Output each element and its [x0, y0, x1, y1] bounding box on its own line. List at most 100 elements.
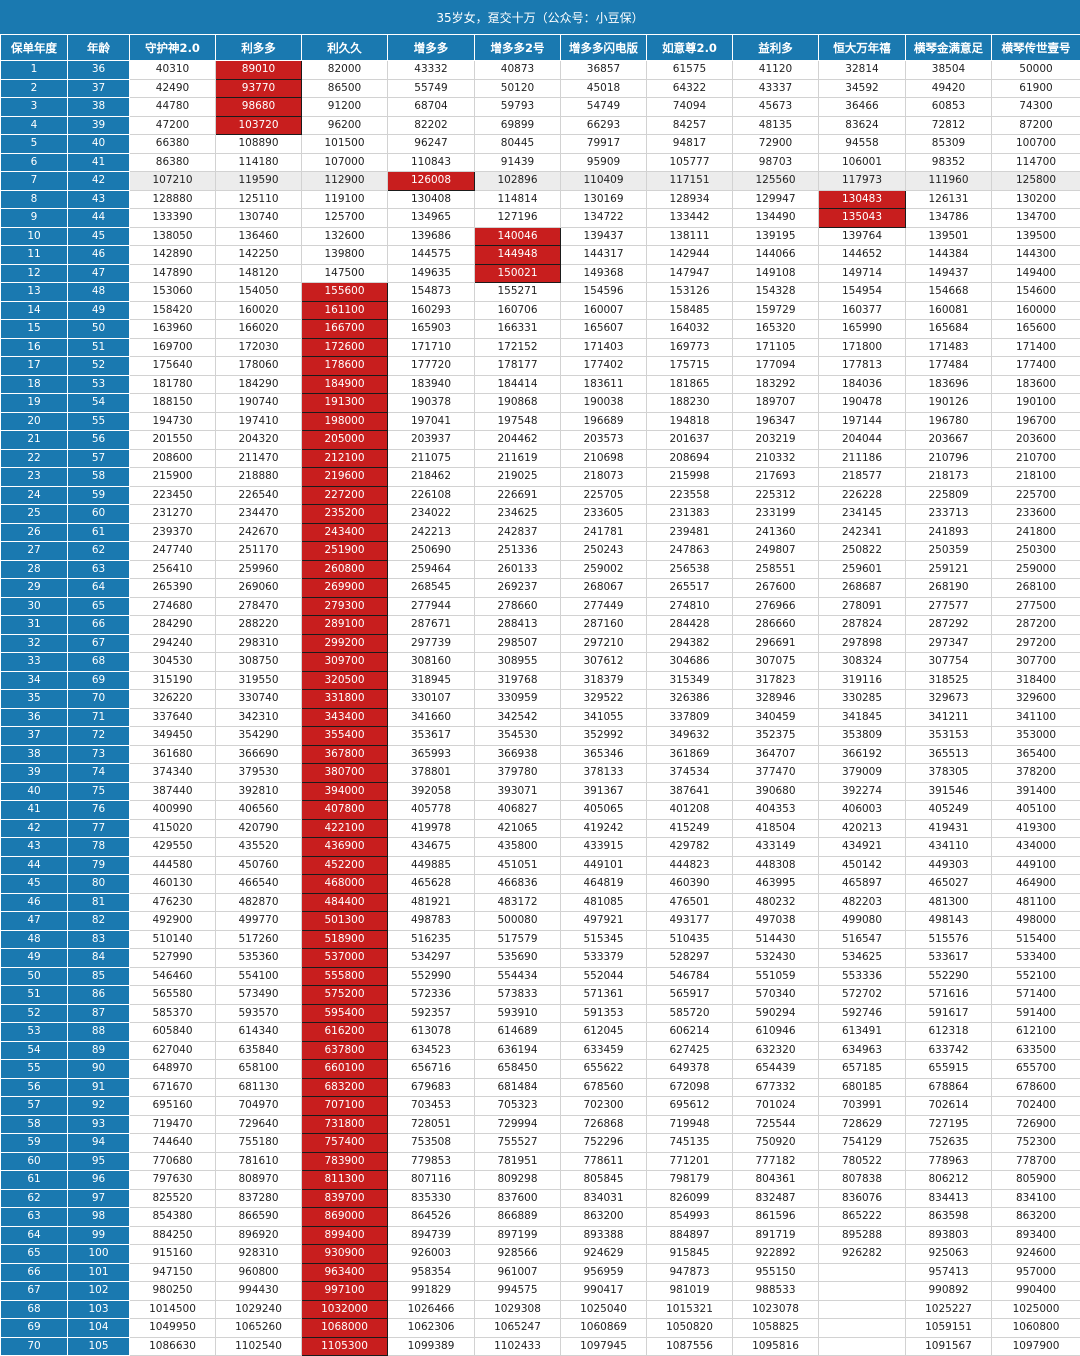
value-cell: 160000: [992, 301, 1080, 320]
value-cell: 154600: [992, 283, 1080, 302]
policy-year-cell: 34: [1, 671, 68, 690]
column-header: 横琴传世壹号: [992, 35, 1080, 61]
value-cell: 884250: [130, 1226, 216, 1245]
highlighted-value-cell: 243400: [302, 523, 388, 542]
value-cell: 434921: [819, 838, 906, 857]
age-cell: 55: [68, 412, 130, 431]
policy-year-cell: 33: [1, 653, 68, 672]
value-cell: 379530: [216, 764, 302, 783]
value-cell: 307700: [992, 653, 1080, 672]
value-cell: 516235: [388, 930, 475, 949]
value-cell: 365346: [561, 745, 647, 764]
value-cell: [819, 1282, 906, 1301]
value-cell: 166020: [216, 320, 302, 339]
value-cell: 40873: [475, 61, 561, 80]
value-cell: 183611: [561, 375, 647, 394]
value-cell: 365400: [992, 745, 1080, 764]
highlighted-value-cell: 269900: [302, 579, 388, 598]
value-cell: 483172: [475, 893, 561, 912]
age-cell: 62: [68, 542, 130, 561]
value-cell: 533379: [561, 949, 647, 968]
age-cell: 100: [68, 1245, 130, 1264]
value-cell: 139195: [733, 227, 819, 246]
value-cell: 593910: [475, 1004, 561, 1023]
value-cell: 226108: [388, 486, 475, 505]
value-cell: 727195: [906, 1115, 992, 1134]
value-cell: 85309: [906, 135, 992, 154]
value-cell: 203573: [561, 431, 647, 450]
value-cell: 54749: [561, 98, 647, 117]
value-cell: 378305: [906, 764, 992, 783]
value-cell: 165607: [561, 320, 647, 339]
value-cell: 655700: [992, 1060, 1080, 1079]
value-cell: 247863: [647, 542, 733, 561]
value-cell: 592357: [388, 1004, 475, 1023]
value-cell: 922892: [733, 1245, 819, 1264]
value-cell: 126131: [906, 190, 992, 209]
value-cell: 527990: [130, 949, 216, 968]
value-cell: 534625: [819, 949, 906, 968]
value-cell: 961007: [475, 1263, 561, 1282]
value-cell: 797630: [130, 1171, 216, 1190]
value-cell: 204462: [475, 431, 561, 450]
value-cell: 834100: [992, 1189, 1080, 1208]
value-cell: 535360: [216, 949, 302, 968]
highlighted-value-cell: 309700: [302, 653, 388, 672]
age-cell: 103: [68, 1300, 130, 1319]
value-cell: 392810: [216, 782, 302, 801]
value-cell: 672098: [647, 1078, 733, 1097]
value-cell: 196347: [733, 412, 819, 431]
highlighted-value-cell: 537000: [302, 949, 388, 968]
policy-year-cell: 18: [1, 375, 68, 394]
value-cell: 633459: [561, 1041, 647, 1060]
value-cell: 891719: [733, 1226, 819, 1245]
age-cell: 98: [68, 1208, 130, 1227]
policy-year-cell: 37: [1, 727, 68, 746]
value-cell: 247740: [130, 542, 216, 561]
value-cell: 553336: [819, 967, 906, 986]
highlighted-value-cell: 155600: [302, 283, 388, 302]
highlighted-value-cell: 166700: [302, 320, 388, 339]
value-cell: 401208: [647, 801, 733, 820]
age-cell: 83: [68, 930, 130, 949]
value-cell: 837600: [475, 1189, 561, 1208]
value-cell: 498000: [992, 912, 1080, 931]
value-cell: 188230: [647, 394, 733, 413]
highlighted-value-cell: 997100: [302, 1282, 388, 1301]
value-cell: 729994: [475, 1115, 561, 1134]
value-cell: 218073: [561, 468, 647, 487]
value-cell: 330959: [475, 690, 561, 709]
policy-year-cell: 44: [1, 856, 68, 875]
value-cell: 342542: [475, 708, 561, 727]
value-cell: 895288: [819, 1226, 906, 1245]
highlighted-value-cell: 172600: [302, 338, 388, 357]
policy-year-cell: 20: [1, 412, 68, 431]
age-cell: 88: [68, 1023, 130, 1042]
value-cell: 419978: [388, 819, 475, 838]
value-cell: 702400: [992, 1097, 1080, 1116]
value-cell: 499080: [819, 912, 906, 931]
value-cell: 1058825: [733, 1319, 819, 1338]
value-cell: 571400: [992, 986, 1080, 1005]
value-cell: 702614: [906, 1097, 992, 1116]
value-cell: 341211: [906, 708, 992, 727]
highlighted-value-cell: 555800: [302, 967, 388, 986]
highlighted-value-cell: 811300: [302, 1171, 388, 1190]
value-cell: 449303: [906, 856, 992, 875]
policy-year-cell: 53: [1, 1023, 68, 1042]
value-cell: 134722: [561, 209, 647, 228]
value-cell: 613078: [388, 1023, 475, 1042]
value-cell: 680185: [819, 1078, 906, 1097]
value-cell: 571616: [906, 986, 992, 1005]
value-cell: 754129: [819, 1134, 906, 1153]
value-cell: 809298: [475, 1171, 561, 1190]
value-cell: 138050: [130, 227, 216, 246]
value-cell: 197410: [216, 412, 302, 431]
